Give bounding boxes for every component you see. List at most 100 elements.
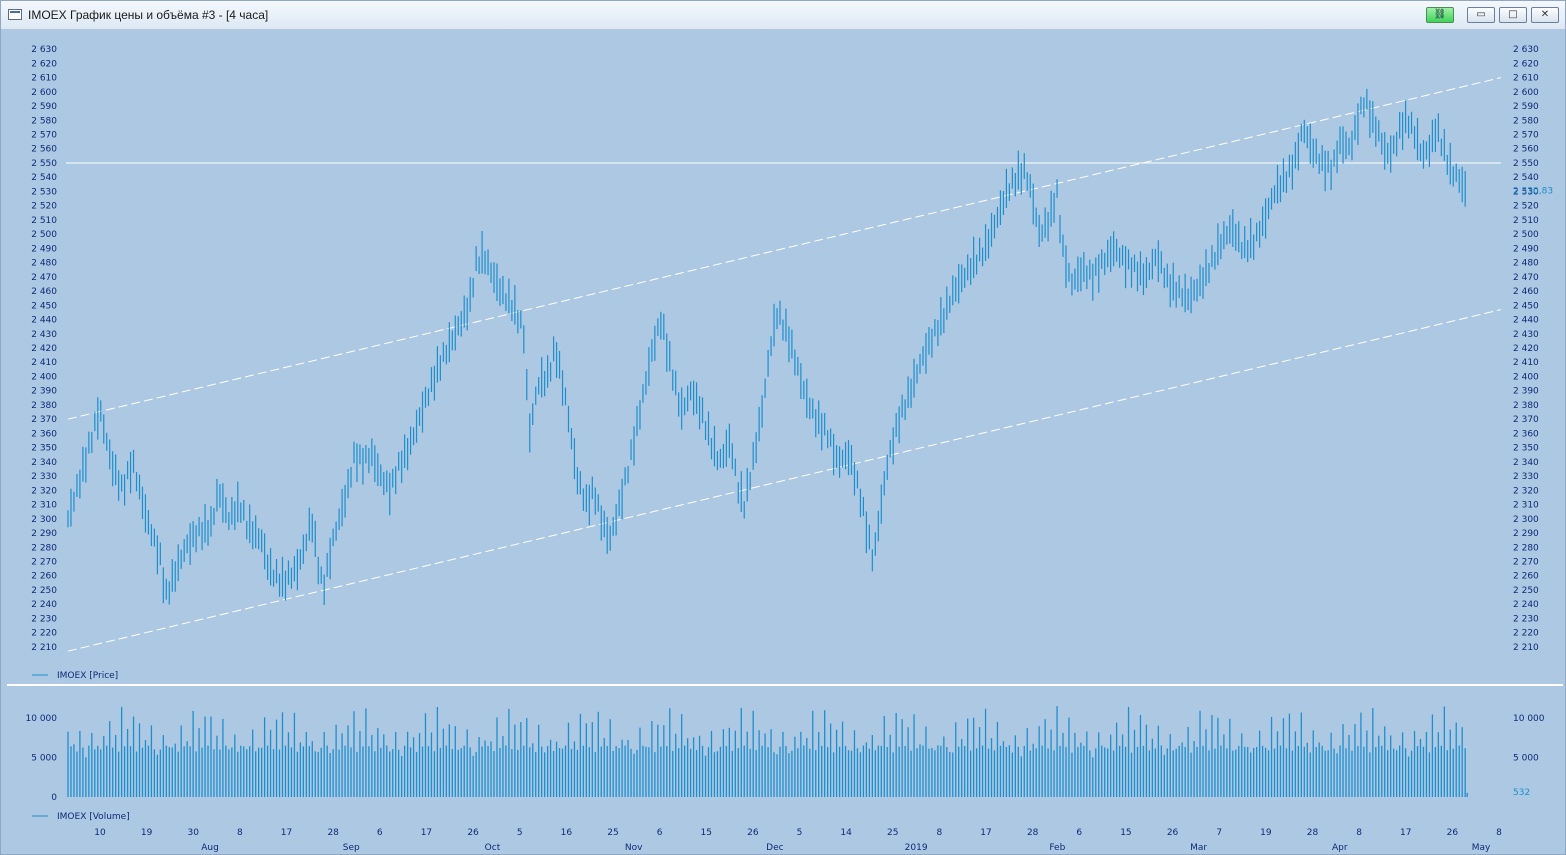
price-y-tick: 2 530 (31, 187, 57, 197)
price-last-value: 2 530,83 (1513, 186, 1553, 196)
x-day-label: 17 (421, 828, 432, 838)
price-y-axis-right: 2 630 2 620 2 610 2 600 2 590 2 580 2 570 2 560… (1513, 45, 1539, 653)
x-day-label: 26 (747, 828, 759, 838)
x-day-label: 28 (1027, 828, 1039, 838)
price-y-tick: 2 550 (31, 159, 57, 169)
volume-pane: 10 000 5 000 0 10 000 5 000 532 IMOEX [Volu… (26, 706, 1545, 822)
price-y-tick: 2 320 (1513, 486, 1539, 496)
x-day-label: 6 (1076, 828, 1082, 838)
volume-legend: IMOEX [Volume] (57, 812, 130, 822)
volume-y-tick: 5 000 (31, 753, 57, 763)
close-button[interactable]: ✕ (1531, 7, 1559, 23)
price-y-tick: 2 460 (31, 287, 57, 297)
price-y-tick: 2 520 (1513, 202, 1539, 212)
price-y-tick: 2 550 (1513, 159, 1539, 169)
chart-area[interactable]: 2 630 2 620 2 610 2 600 2 590 2 580 2 570 2 560… (1, 30, 1565, 855)
window-title: IMOEX График цены и объёма #3 - [4 часа] (28, 8, 269, 22)
price-y-tick: 2 590 (31, 102, 57, 112)
price-y-tick: 2 450 (1513, 301, 1539, 311)
price-y-tick: 2 440 (1513, 316, 1539, 326)
price-y-tick: 2 240 (1513, 600, 1539, 610)
price-y-tick: 2 560 (31, 145, 57, 155)
price-y-tick: 2 330 (31, 472, 57, 482)
link-icon[interactable]: ⛓ (1426, 7, 1454, 23)
volume-last-value: 532 (1513, 788, 1530, 798)
price-y-tick: 2 240 (31, 600, 57, 610)
x-month-label: May (1472, 843, 1491, 853)
price-y-tick: 2 310 (1513, 501, 1539, 511)
price-y-tick: 2 600 (31, 88, 57, 98)
price-y-tick: 2 620 (31, 59, 57, 69)
price-y-tick: 2 470 (1513, 273, 1539, 283)
x-day-label: 26 (467, 828, 479, 838)
x-day-label: 17 (980, 828, 991, 838)
x-month-label: 2019 (905, 843, 928, 853)
price-y-tick: 2 260 (1513, 572, 1539, 582)
channel-upper-line[interactable] (67, 77, 1502, 420)
x-month-label: Nov (625, 843, 643, 853)
price-y-tick: 2 400 (1513, 372, 1539, 382)
x-day-label: 28 (327, 828, 339, 838)
x-day-label: 17 (281, 828, 292, 838)
price-y-tick: 2 450 (31, 301, 57, 311)
x-month-label: Feb (1049, 843, 1065, 853)
channel-lower-line[interactable] (67, 309, 1502, 652)
price-y-tick: 2 230 (1513, 614, 1539, 624)
x-day-label: 8 (1496, 828, 1502, 838)
x-month-label: Dec (766, 843, 783, 853)
price-y-tick: 2 330 (1513, 472, 1539, 482)
price-y-tick: 2 380 (1513, 401, 1539, 411)
x-month-label: Mar (1190, 843, 1207, 853)
price-y-tick: 2 520 (31, 202, 57, 212)
maximize-button[interactable]: □ (1499, 7, 1527, 23)
price-y-tick: 2 410 (1513, 358, 1539, 368)
x-day-label: 6 (657, 828, 663, 838)
price-y-tick: 2 300 (1513, 515, 1539, 525)
price-bars (67, 88, 1466, 605)
price-y-tick: 2 270 (31, 557, 57, 567)
x-day-label: 19 (1260, 828, 1272, 838)
price-y-tick: 2 420 (1513, 344, 1539, 354)
x-day-label: 15 (701, 828, 712, 838)
price-y-tick: 2 600 (1513, 88, 1539, 98)
price-y-tick: 2 270 (1513, 557, 1539, 567)
chart-app-icon (8, 9, 22, 20)
price-y-tick: 2 500 (1513, 230, 1539, 240)
volume-bars (67, 706, 1468, 797)
price-y-tick: 2 260 (31, 572, 57, 582)
price-y-tick: 2 370 (31, 415, 57, 425)
price-y-tick: 2 510 (31, 216, 57, 226)
x-day-label: 8 (937, 828, 943, 838)
x-day-label: 26 (1447, 828, 1459, 838)
price-y-tick: 2 320 (31, 486, 57, 496)
x-month-label: Oct (485, 843, 501, 853)
price-y-tick: 2 480 (1513, 259, 1539, 269)
price-y-tick: 2 220 (31, 629, 57, 639)
x-day-label: 6 (377, 828, 383, 838)
price-y-tick: 2 290 (31, 529, 57, 539)
price-y-tick: 2 340 (31, 458, 57, 468)
minimize-button[interactable]: ▭ (1467, 7, 1495, 23)
x-day-label: 8 (237, 828, 243, 838)
price-y-tick: 2 430 (1513, 330, 1539, 340)
price-y-tick: 2 380 (31, 401, 57, 411)
volume-y-axis-left: 10 000 5 000 0 (26, 714, 58, 803)
price-y-tick: 2 340 (1513, 458, 1539, 468)
price-y-tick: 2 420 (31, 344, 57, 354)
price-y-tick: 2 480 (31, 259, 57, 269)
price-y-tick: 2 510 (1513, 216, 1539, 226)
price-legend: IMOEX [Price] (57, 671, 118, 681)
price-y-tick: 2 370 (1513, 415, 1539, 425)
title-bar[interactable]: IMOEX График цены и объёма #3 - [4 часа]… (1, 1, 1565, 30)
price-y-tick: 2 620 (1513, 59, 1539, 69)
price-y-tick: 2 390 (31, 387, 57, 397)
price-y-tick: 2 540 (31, 173, 57, 183)
price-y-tick: 2 350 (31, 444, 57, 454)
price-y-tick: 2 590 (1513, 102, 1539, 112)
price-y-tick: 2 280 (31, 543, 57, 553)
x-day-label: 16 (561, 828, 573, 838)
volume-y-axis-right: 10 000 5 000 (1513, 714, 1545, 764)
price-y-tick: 2 460 (1513, 287, 1539, 297)
x-day-label: 15 (1120, 828, 1131, 838)
price-y-tick: 2 230 (31, 614, 57, 624)
